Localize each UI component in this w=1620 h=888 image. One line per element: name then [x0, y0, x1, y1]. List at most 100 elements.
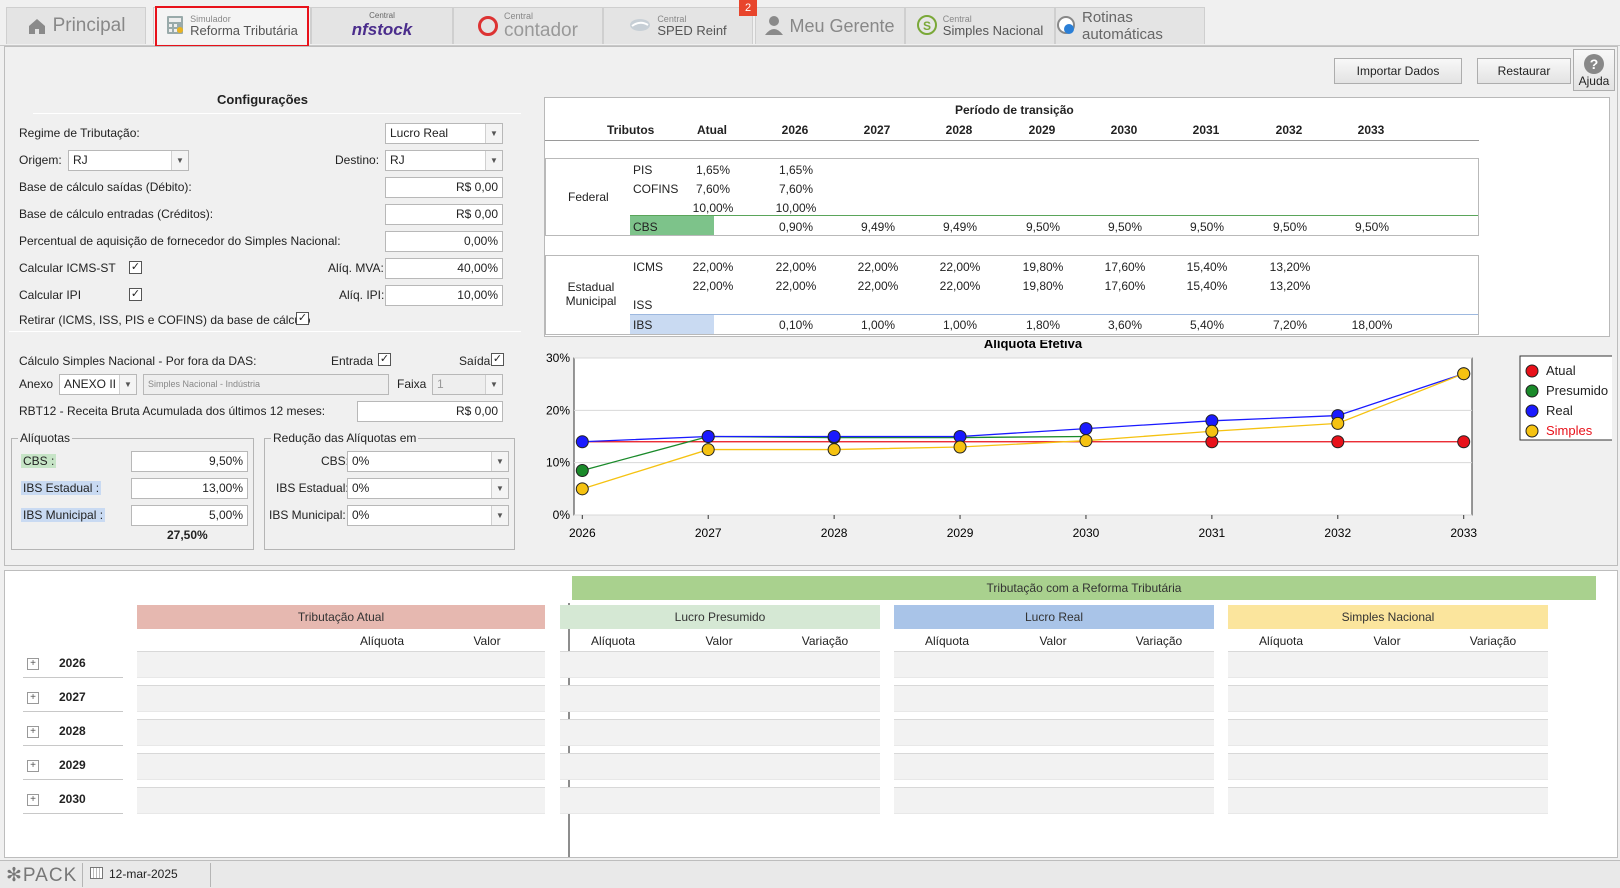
result-cell	[560, 753, 880, 780]
tab-principal[interactable]: Principal	[6, 7, 146, 44]
data-point	[1331, 435, 1345, 449]
result-cell	[560, 685, 880, 712]
red-ibs-estadual-value: 0%	[352, 481, 370, 495]
simples-logo-icon: S	[916, 14, 937, 38]
tab-label: Rotinas automáticas	[1082, 9, 1163, 43]
red-ibs-estadual-select[interactable]: 0% ▼	[347, 478, 509, 499]
red-cbs-select[interactable]: 0% ▼	[347, 451, 509, 472]
perc-simples-input[interactable]: 0,00%	[385, 231, 503, 252]
expand-icon[interactable]: +	[27, 692, 39, 704]
year-header: 2027	[863, 123, 891, 137]
tributo-value: 1,80%	[1025, 318, 1061, 332]
chevron-down-icon: ▼	[119, 375, 136, 394]
chart-svg: Alíquota Efetiva 0% 10% 20% 30% 2026 2027 2028 2…	[546, 336, 1616, 540]
aliq-ipi-label: Alíq. IPI:	[339, 288, 385, 302]
tributo-value: 18,00%	[1351, 318, 1393, 332]
data-point	[1079, 434, 1093, 448]
data-point	[1457, 435, 1471, 449]
help-button[interactable]: ? Ajuda	[1573, 49, 1615, 91]
year-row[interactable]: +2028	[23, 719, 123, 746]
y-tick-label: 0%	[553, 508, 571, 522]
y-tick-label: 20%	[546, 403, 570, 417]
x-tick-label: 2026	[569, 526, 596, 540]
x-tick-label: 2029	[947, 526, 974, 540]
divider	[630, 215, 1478, 216]
year-row[interactable]: +2029	[23, 753, 123, 780]
result-group-header: Lucro Real	[894, 605, 1214, 629]
ibs-estadual-input[interactable]: 13,00%	[131, 478, 248, 499]
tributo-value: 5,40%	[1189, 318, 1225, 332]
expand-icon[interactable]: +	[27, 658, 39, 670]
tributo-value: 13,20%	[1269, 260, 1311, 274]
tributo-value: 10,00%	[692, 201, 734, 215]
tributo-value: 0,90%	[778, 220, 814, 234]
mva-input[interactable]: 40,00%	[385, 258, 503, 279]
red-ibs-municipal-select[interactable]: 0% ▼	[347, 505, 509, 526]
x-tick-label: 2033	[1450, 526, 1477, 540]
data-point	[701, 430, 715, 443]
tab-nfstock[interactable]: Central nfstock	[311, 7, 453, 44]
aliquotas-title: Alíquotas	[18, 431, 73, 445]
result-cell	[894, 651, 1214, 678]
legend-marker	[1525, 424, 1539, 438]
year-header: 2031	[1192, 123, 1220, 137]
expand-icon[interactable]: +	[27, 794, 39, 806]
tab-small-label: Central	[504, 11, 534, 21]
tab-reinf[interactable]: Central SPED Reinf	[603, 7, 753, 44]
tributo-value: 9,50%	[1025, 220, 1061, 234]
faixa-select[interactable]: 1 ▼	[432, 374, 503, 395]
tab-gerente[interactable]: Meu Gerente	[755, 7, 905, 44]
regime-select[interactable]: Lucro Real ▼	[385, 123, 503, 144]
origem-label: Origem:	[19, 153, 62, 167]
tab-label: Reforma Tributária	[190, 23, 298, 38]
base-entradas-input[interactable]: R$ 0,00	[385, 204, 503, 225]
clock-icon	[1056, 15, 1076, 38]
entrada-checkbox[interactable]: ✓	[378, 353, 391, 366]
tributo-value: 3,60%	[1107, 318, 1143, 332]
chevron-down-icon: ▼	[491, 479, 508, 498]
home-icon	[27, 17, 47, 35]
base-saidas-input[interactable]: R$ 0,00	[385, 177, 503, 198]
cbs-input[interactable]: 9,50%	[131, 451, 248, 472]
icms-st-checkbox[interactable]: ✓	[129, 261, 142, 274]
tab-bar: Principal Simulador Reforma Tributária Ce…	[0, 0, 1620, 47]
red-ibs-estadual-label: IBS Estadual:	[276, 481, 349, 495]
divider	[9, 331, 521, 332]
result-cell	[1228, 685, 1548, 712]
year-label: 2027	[59, 690, 86, 704]
pack-logo: ✻PACK	[6, 864, 77, 887]
tributo-value: 9,50%	[1107, 220, 1143, 234]
destino-select[interactable]: RJ ▼	[385, 150, 503, 171]
origem-select[interactable]: RJ ▼	[68, 150, 189, 171]
ipi-checkbox[interactable]: ✓	[129, 288, 142, 301]
tab-simples[interactable]: S Central Simples Nacional	[905, 7, 1055, 44]
cbs-row-highlight	[630, 216, 714, 235]
ibs-municipal-input[interactable]: 5,00%	[131, 505, 248, 526]
year-row[interactable]: +2026	[23, 651, 123, 678]
rbt12-input[interactable]: R$ 0,00	[357, 401, 503, 422]
tributo-name: IBS	[633, 318, 653, 332]
expand-icon[interactable]: +	[27, 760, 39, 772]
x-tick-label: 2028	[821, 526, 848, 540]
tab-contador[interactable]: Central contador	[453, 7, 603, 44]
expand-icon[interactable]: +	[27, 726, 39, 738]
aliq-ipi-input[interactable]: 10,00%	[385, 285, 503, 306]
year-row[interactable]: +2027	[23, 685, 123, 712]
year-row[interactable]: +2030	[23, 787, 123, 814]
tab-reforma[interactable]: Simulador Reforma Tributária	[153, 7, 311, 44]
reducao-group: Redução das Alíquotas em CBS: 0% ▼ IBS Es…	[264, 431, 515, 550]
svg-text:S: S	[923, 19, 931, 33]
result-cell	[1228, 787, 1548, 814]
import-button[interactable]: Importar Dados	[1334, 58, 1462, 84]
divider	[630, 314, 1478, 315]
restore-button[interactable]: Restaurar	[1477, 58, 1571, 84]
result-group-header: Lucro Presumido	[560, 605, 880, 629]
chevron-down-icon: ▼	[491, 452, 508, 471]
result-col-header: Alíquota	[1258, 634, 1304, 648]
results-banner: Tributação com a Reforma Tributária	[572, 576, 1596, 600]
anexo-select[interactable]: ANEXO II ▼	[59, 374, 137, 395]
saida-checkbox[interactable]: ✓	[491, 353, 504, 366]
retirar-checkbox[interactable]: ✓	[296, 312, 309, 325]
result-cell	[1228, 719, 1548, 746]
tab-rotinas[interactable]: Rotinas automáticas	[1055, 7, 1205, 44]
